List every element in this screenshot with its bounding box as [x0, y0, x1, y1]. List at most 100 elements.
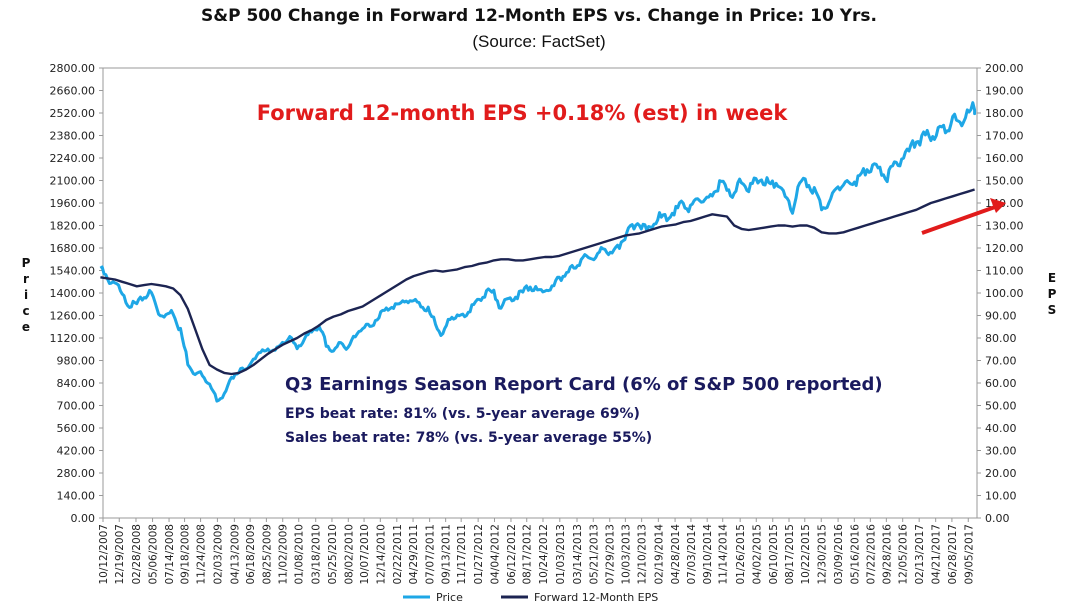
x-tick-label: 09/28/2016: [881, 524, 893, 585]
eps-weekly-annotation: Forward 12-month EPS +0.18% (est) in wee…: [257, 101, 789, 125]
right-tick-label: 130.00: [985, 220, 1024, 233]
x-tick-label: 01/27/2012: [473, 524, 485, 585]
x-tick-label: 06/18/2009: [245, 524, 257, 585]
chart-legend: Price Forward 12-Month EPS: [403, 591, 658, 604]
x-tick-label: 02/28/2008: [131, 524, 143, 585]
x-tick-label: 10/12/2007: [98, 524, 110, 585]
left-tick-label: 1120.00: [50, 332, 96, 345]
right-tick-label: 60.00: [985, 377, 1017, 390]
right-tick-label: 30.00: [985, 445, 1017, 458]
left-tick-label: 840.00: [57, 377, 96, 390]
x-tick-label: 02/22/2011: [392, 524, 404, 585]
x-tick-label: 04/02/2015: [751, 524, 763, 585]
right-tick-label: 0.00: [985, 512, 1010, 525]
axis-letter: i: [24, 288, 28, 302]
x-tick-label: 03/14/2013: [572, 524, 584, 585]
right-tick-label: 80.00: [985, 332, 1017, 345]
x-tick-label: 06/28/2017: [947, 524, 959, 585]
right-tick-label: 70.00: [985, 355, 1017, 368]
x-tick-label: 08/17/2012: [522, 524, 534, 585]
x-tick-label: 11/24/2008: [196, 524, 208, 585]
x-tick-label: 07/22/2016: [865, 524, 877, 585]
left-tick-label: 140.00: [57, 490, 96, 503]
x-tick-label: 01/03/2013: [555, 524, 567, 585]
eps-series-line: [100, 188, 975, 376]
x-tick-label: 10/03/2013: [620, 524, 632, 585]
x-tick-label: 03/09/2016: [833, 524, 845, 585]
axis-letter: r: [23, 272, 29, 286]
x-tick-label: 04/21/2017: [931, 524, 943, 585]
x-tick-label: 12/05/2016: [898, 524, 910, 585]
x-tick-label: 12/14/2010: [375, 524, 387, 585]
left-tick-label: 0.00: [71, 512, 96, 525]
left-tick-label: 2660.00: [50, 85, 96, 98]
eps-beat-rate: EPS beat rate: 81% (vs. 5-year average 6…: [285, 406, 640, 422]
left-tick-label: 1260.00: [50, 310, 96, 323]
plot-area: [102, 67, 978, 519]
x-tick-label: 06/10/2015: [768, 524, 780, 585]
right-tick-label: 160.00: [985, 152, 1024, 165]
right-tick-label: 190.00: [985, 85, 1024, 98]
x-tick-label: 04/04/2012: [489, 524, 501, 585]
axis-letter: P: [1048, 287, 1057, 301]
right-tick-label: 20.00: [985, 467, 1017, 480]
chart-subtitle: (Source: FactSet): [472, 32, 606, 51]
legend-label-price: Price: [436, 591, 463, 604]
x-tick-label: 08/02/2010: [343, 524, 355, 585]
left-tick-label: 700.00: [57, 400, 96, 413]
x-tick-label: 11/02/2009: [278, 524, 290, 585]
x-tick-label: 04/28/2014: [670, 524, 682, 585]
x-tick-label: 09/18/2008: [180, 524, 192, 585]
report-card-title: Q3 Earnings Season Report Card (6% of S&…: [285, 374, 883, 395]
left-tick-label: 1960.00: [50, 197, 96, 210]
x-tick-label: 08/25/2009: [261, 524, 273, 585]
right-tick-label: 100.00: [985, 287, 1024, 300]
x-tick-label: 05/06/2008: [148, 524, 160, 585]
x-tick-label: 12/19/2007: [114, 524, 126, 585]
axis-letter: e: [22, 320, 30, 334]
x-tick-label: 10/07/2010: [359, 524, 371, 585]
chart-title: S&P 500 Change in Forward 12-Month EPS v…: [201, 6, 877, 26]
axis-letter: S: [1048, 303, 1057, 317]
right-tick-label: 90.00: [985, 310, 1017, 323]
right-tick-label: 200.00: [985, 62, 1024, 75]
axis-letter: E: [1048, 271, 1056, 285]
x-tick-label: 10/24/2012: [538, 524, 550, 585]
right-axis-ticks: 0.00 10.00 20.00 30.00 40.00 50.00 60.00 70.00 8…: [977, 62, 1024, 525]
series-lines: [99, 101, 977, 403]
x-tick-label: 10/22/2015: [800, 524, 812, 585]
x-tick-label: 09/13/2011: [441, 524, 453, 585]
left-axis-ticks: 0.00 140.00 280.00 420.00 560.00 700.00 840.00…: [50, 62, 103, 525]
red-arrow: [921, 198, 1006, 235]
x-tick-label: 08/17/2015: [784, 524, 796, 585]
right-tick-label: 110.00: [985, 265, 1024, 278]
right-tick-label: 170.00: [985, 130, 1024, 143]
x-tick-label: 07/03/2014: [686, 524, 698, 585]
left-tick-label: 2100.00: [50, 175, 96, 188]
left-tick-label: 560.00: [57, 422, 96, 435]
x-tick-label: 06/12/2012: [506, 524, 518, 585]
legend-label-eps: Forward 12-Month EPS: [534, 591, 658, 604]
x-tick-label: 11/17/2011: [456, 524, 468, 585]
x-tick-label: 05/21/2013: [588, 524, 600, 585]
x-tick-label: 12/30/2015: [816, 524, 828, 585]
left-tick-label: 1540.00: [50, 265, 96, 278]
left-tick-label: 1400.00: [50, 287, 96, 300]
sales-beat-rate: Sales beat rate: 78% (vs. 5-year average…: [285, 430, 652, 446]
right-tick-label: 50.00: [985, 400, 1017, 413]
left-tick-label: 2380.00: [50, 130, 96, 143]
x-tick-label: 03/18/2010: [311, 524, 323, 585]
right-tick-label: 180.00: [985, 107, 1024, 120]
axis-letter: P: [22, 256, 31, 270]
right-tick-label: 10.00: [985, 490, 1017, 503]
x-axis-ticks: 10/12/2007 12/19/2007 02/28/2008 05/06/2008…: [98, 518, 975, 585]
left-tick-label: 1820.00: [50, 220, 96, 233]
x-tick-label: 09/05/2017: [963, 524, 975, 585]
left-tick-label: 2240.00: [50, 152, 96, 165]
x-tick-label: 11/14/2014: [718, 524, 730, 585]
left-tick-label: 280.00: [57, 467, 96, 480]
left-tick-label: 1680.00: [50, 242, 96, 255]
x-tick-label: 01/26/2015: [735, 524, 747, 585]
right-tick-label: 150.00: [985, 175, 1024, 188]
